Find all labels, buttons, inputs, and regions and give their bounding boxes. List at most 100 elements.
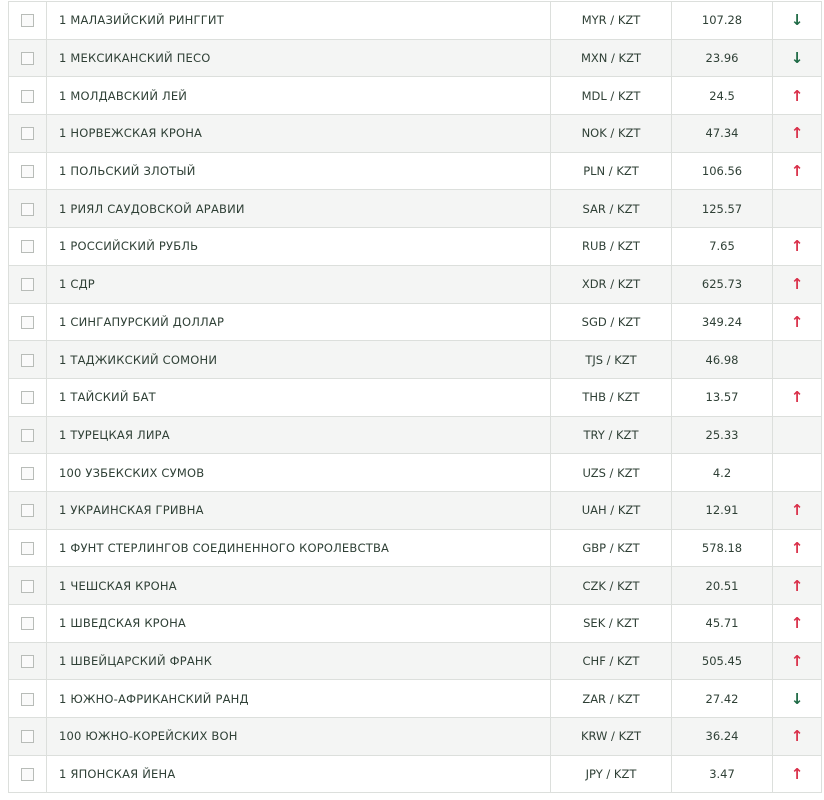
row-checkbox[interactable] (21, 89, 34, 103)
currency-name: 1 ТАДЖИКСКИЙ СОМОНИ (46, 340, 551, 379)
table-row: 1 МЕКСИКАНСКИЙ ПЕСО MXN / KZT 23.96 ↓ (8, 38, 822, 78)
arrow-up-icon: ↑ (790, 538, 804, 557)
currency-pair: PLN / KZT (550, 151, 672, 191)
row-checkbox[interactable] (21, 278, 34, 292)
currency-name: 1 РОССИЙСКИЙ РУБЛЬ (46, 227, 551, 266)
checkbox-cell (8, 38, 47, 78)
exchange-rates-table: 1 МАЛАЗИЙСКИЙ РИНГГИТ MYR / KZT 107.28 ↓ 1 М… (8, 1, 822, 794)
trend-cell: ↑ (772, 528, 822, 568)
exchange-rate: 25.33 (671, 415, 773, 455)
checkbox-cell (8, 377, 47, 417)
arrow-up-icon: ↑ (790, 576, 804, 595)
trend-cell (772, 340, 822, 379)
row-checkbox[interactable] (21, 202, 34, 216)
row-checkbox[interactable] (21, 655, 34, 669)
checkbox-cell (8, 114, 47, 153)
table-row: 1 ШВЕЙЦАРСКИЙ ФРАНК CHF / KZT 505.45 ↑ (8, 641, 822, 681)
trend-cell: ↑ (772, 566, 822, 605)
row-checkbox[interactable] (21, 240, 34, 254)
row-checkbox[interactable] (21, 428, 34, 442)
arrow-down-icon: ↓ (790, 11, 804, 30)
currency-name: 1 ШВЕДСКАЯ КРОНА (46, 604, 551, 643)
currency-name: 1 МЕКСИКАНСКИЙ ПЕСО (46, 38, 551, 78)
currency-name: 100 УЗБЕКСКИХ СУМОВ (46, 453, 551, 492)
currency-name: 100 ЮЖНО-КОРЕЙСКИХ ВОН (46, 717, 551, 756)
trend-cell: ↑ (772, 76, 822, 116)
row-checkbox[interactable] (21, 127, 34, 141)
checkbox-cell (8, 76, 47, 116)
checkbox-cell (8, 340, 47, 379)
row-checkbox[interactable] (21, 14, 34, 28)
row-checkbox[interactable] (21, 466, 34, 480)
table-row: 1 МОЛДАВСКИЙ ЛЕЙ MDL / KZT 24.5 ↑ (8, 76, 822, 116)
checkbox-cell (8, 151, 47, 191)
checkbox-cell (8, 302, 47, 342)
trend-cell: ↑ (772, 377, 822, 417)
table-row: 1 СДР XDR / KZT 625.73 ↑ (8, 264, 822, 304)
table-row: 1 ЮЖНО-АФРИКАНСКИЙ РАНД ZAR / KZT 27.42 ↓ (8, 679, 822, 719)
table-row: 1 ПОЛЬСКИЙ ЗЛОТЫЙ PLN / KZT 106.56 ↑ (8, 151, 822, 191)
currency-pair: TJS / KZT (550, 340, 672, 379)
currency-pair: UZS / KZT (550, 453, 672, 492)
trend-cell: ↑ (772, 717, 822, 756)
currency-pair: NOK / KZT (550, 114, 672, 153)
currency-pair: UAH / KZT (550, 490, 672, 530)
currency-name: 1 НОРВЕЖСКАЯ КРОНА (46, 114, 551, 153)
arrow-down-icon: ↓ (790, 689, 804, 708)
exchange-rate: 13.57 (671, 377, 773, 417)
currency-name: 1 ШВЕЙЦАРСКИЙ ФРАНК (46, 641, 551, 681)
currency-pair: THB / KZT (550, 377, 672, 417)
row-checkbox[interactable] (21, 730, 34, 744)
currency-name: 1 ТУРЕЦКАЯ ЛИРА (46, 415, 551, 455)
table-row: 100 УЗБЕКСКИХ СУМОВ UZS / KZT 4.2 (8, 453, 822, 492)
arrow-up-icon: ↑ (790, 765, 804, 784)
currency-pair: JPY / KZT (550, 754, 672, 794)
row-checkbox[interactable] (21, 692, 34, 706)
currency-name: 1 УКРАИНСКАЯ ГРИВНА (46, 490, 551, 530)
trend-cell: ↑ (772, 754, 822, 794)
trend-cell (772, 189, 822, 229)
trend-cell: ↓ (772, 38, 822, 78)
table-row: 1 ТУРЕЦКАЯ ЛИРА TRY / KZT 25.33 (8, 415, 822, 455)
exchange-rate: 4.2 (671, 453, 773, 492)
currency-pair: SGD / KZT (550, 302, 672, 342)
exchange-rate: 106.56 (671, 151, 773, 191)
row-checkbox[interactable] (21, 504, 34, 518)
exchange-rate: 3.47 (671, 754, 773, 794)
checkbox-cell (8, 679, 47, 719)
row-checkbox[interactable] (21, 391, 34, 405)
arrow-up-icon: ↑ (790, 162, 804, 181)
row-checkbox[interactable] (21, 165, 34, 179)
trend-cell: ↑ (772, 264, 822, 304)
row-checkbox[interactable] (21, 768, 34, 782)
currency-name: 1 ЧЕШСКАЯ КРОНА (46, 566, 551, 605)
checkbox-cell (8, 1, 47, 40)
row-checkbox[interactable] (21, 541, 34, 555)
exchange-rate: 24.5 (671, 76, 773, 116)
table-row: 1 ТАЙСКИЙ БАТ THB / KZT 13.57 ↑ (8, 377, 822, 417)
currency-name: 1 ФУНТ СТЕРЛИНГОВ СОЕДИНЕННОГО КОРОЛЕВСТ… (46, 528, 551, 568)
currency-name: 1 СИНГАПУРСКИЙ ДОЛЛАР (46, 302, 551, 342)
currency-pair: GBP / KZT (550, 528, 672, 568)
exchange-rate: 36.24 (671, 717, 773, 756)
currency-pair: MXN / KZT (550, 38, 672, 78)
currency-pair: SAR / KZT (550, 189, 672, 229)
arrow-up-icon: ↑ (790, 501, 804, 520)
table-row: 1 ШВЕДСКАЯ КРОНА SEK / KZT 45.71 ↑ (8, 604, 822, 643)
row-checkbox[interactable] (21, 579, 34, 593)
trend-cell: ↑ (772, 151, 822, 191)
arrow-down-icon: ↓ (790, 49, 804, 68)
exchange-rate: 107.28 (671, 1, 773, 40)
arrow-up-icon: ↑ (790, 237, 804, 256)
row-checkbox[interactable] (21, 52, 34, 66)
currency-name: 1 ЮЖНО-АФРИКАНСКИЙ РАНД (46, 679, 551, 719)
arrow-up-icon: ↑ (790, 652, 804, 671)
row-checkbox[interactable] (21, 353, 34, 367)
table-body: 1 МАЛАЗИЙСКИЙ РИНГГИТ MYR / KZT 107.28 ↓ 1 М… (8, 1, 822, 794)
checkbox-cell (8, 415, 47, 455)
trend-cell: ↑ (772, 114, 822, 153)
row-checkbox[interactable] (21, 617, 34, 631)
exchange-rate: 12.91 (671, 490, 773, 530)
exchange-rate: 45.71 (671, 604, 773, 643)
row-checkbox[interactable] (21, 315, 34, 329)
